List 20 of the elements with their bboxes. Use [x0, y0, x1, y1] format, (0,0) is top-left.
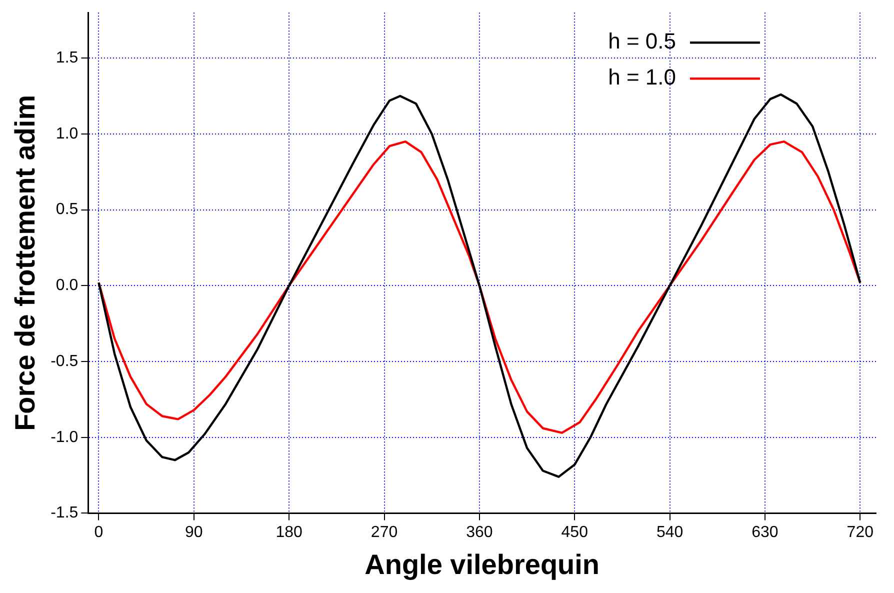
x-tick-label: 540 [656, 524, 684, 542]
legend-label: h = 0.5 [608, 28, 676, 54]
y-tick-label: -0.5 [50, 352, 78, 370]
x-tick-label: 360 [466, 524, 493, 542]
y-tick-label: -1.5 [50, 504, 78, 522]
y-tick-label: 1.5 [56, 50, 78, 67]
y-tick-label: -1.0 [50, 428, 78, 446]
x-tick-label: 270 [370, 524, 398, 542]
y-tick-label: 0.5 [56, 201, 78, 218]
y-tick-label: 0.0 [56, 277, 78, 294]
x-tick-label: 90 [185, 524, 203, 542]
y-axis-title: Force de frottement adim [10, 94, 41, 431]
x-axis-title: Angle vilebrequin [364, 548, 600, 580]
x-tick-label: 450 [561, 524, 588, 542]
x-tick-label: 0 [94, 524, 104, 542]
legend-label: h = 1.0 [608, 64, 676, 90]
x-tick-label: 720 [846, 524, 874, 542]
y-tick-label: 1.0 [56, 125, 78, 142]
x-tick-label: 630 [752, 524, 778, 542]
x-tick-label: 180 [276, 524, 303, 542]
